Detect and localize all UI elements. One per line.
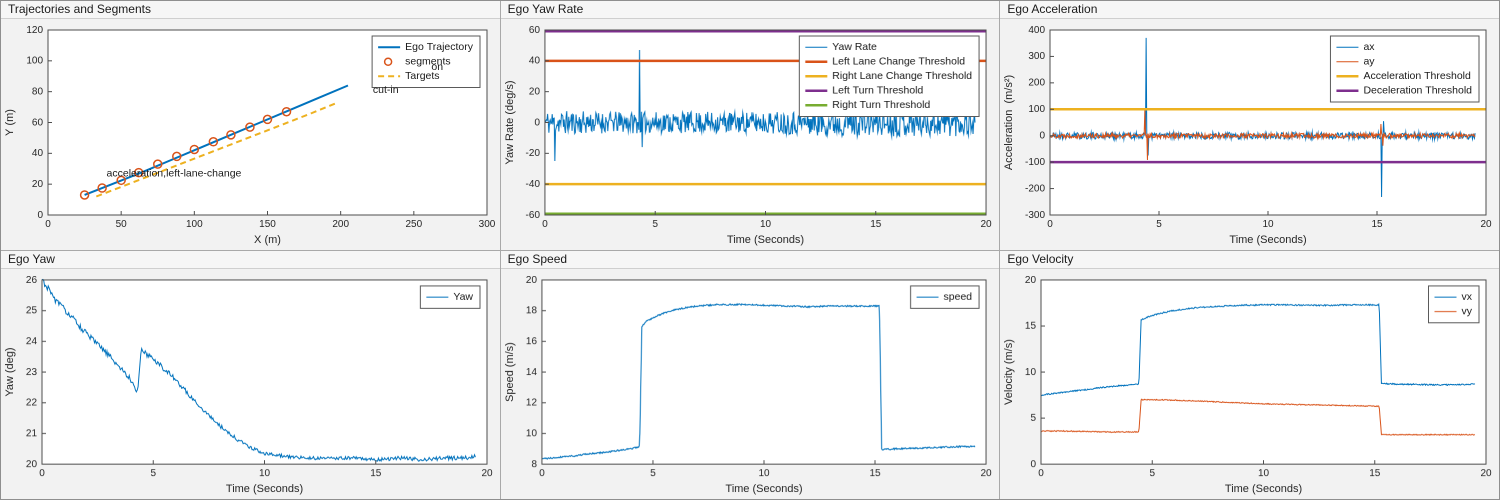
speed-chart-canvas — [500, 268, 1000, 499]
panel-ego-yaw: Ego Yaw — [1, 250, 500, 499]
panel-title-velocity: Ego Velocity — [1000, 250, 1499, 269]
plot-area-speed — [500, 268, 1000, 499]
plot-area-yaw-rate — [500, 19, 1000, 250]
panel-ego-yaw-rate: Ego Yaw Rate — [500, 1, 1000, 250]
panel-title-text: Trajectories and Segments — [8, 2, 151, 16]
plot-area-yaw — [1, 268, 500, 499]
plot-area-trajectories — [1, 19, 500, 250]
panel-title-speed: Ego Speed — [500, 250, 1000, 269]
plot-area-acceleration — [1000, 19, 1499, 250]
panel-title-text: Ego Speed — [507, 251, 568, 266]
panel-title-yaw: Ego Yaw — [1, 250, 500, 269]
yaw-rate-chart-canvas — [500, 19, 1000, 250]
panel-title-text: Ego Yaw Rate — [507, 2, 584, 16]
panel-ego-speed: Ego Speed — [500, 250, 1000, 499]
acceleration-chart-canvas — [1000, 19, 1499, 250]
trajectories-chart-canvas — [1, 19, 500, 250]
panel-trajectories-and-segments: Trajectories and Segments — [1, 1, 500, 250]
yaw-chart-canvas — [1, 268, 500, 499]
panel-title-trajectories: Trajectories and Segments — [1, 1, 500, 19]
panel-title-acceleration: Ego Acceleration — [1000, 1, 1499, 19]
panel-ego-acceleration: Ego Acceleration — [1000, 1, 1499, 250]
panel-ego-velocity: Ego Velocity — [1000, 250, 1499, 499]
panel-title-yaw-rate: Ego Yaw Rate — [500, 1, 1000, 19]
panel-title-text: Ego Velocity — [1007, 251, 1074, 266]
velocity-chart-canvas — [1000, 268, 1499, 499]
plot-area-velocity — [1000, 268, 1499, 499]
panel-title-text: Ego Acceleration — [1007, 2, 1098, 16]
panel-title-text: Ego Yaw — [8, 251, 55, 266]
